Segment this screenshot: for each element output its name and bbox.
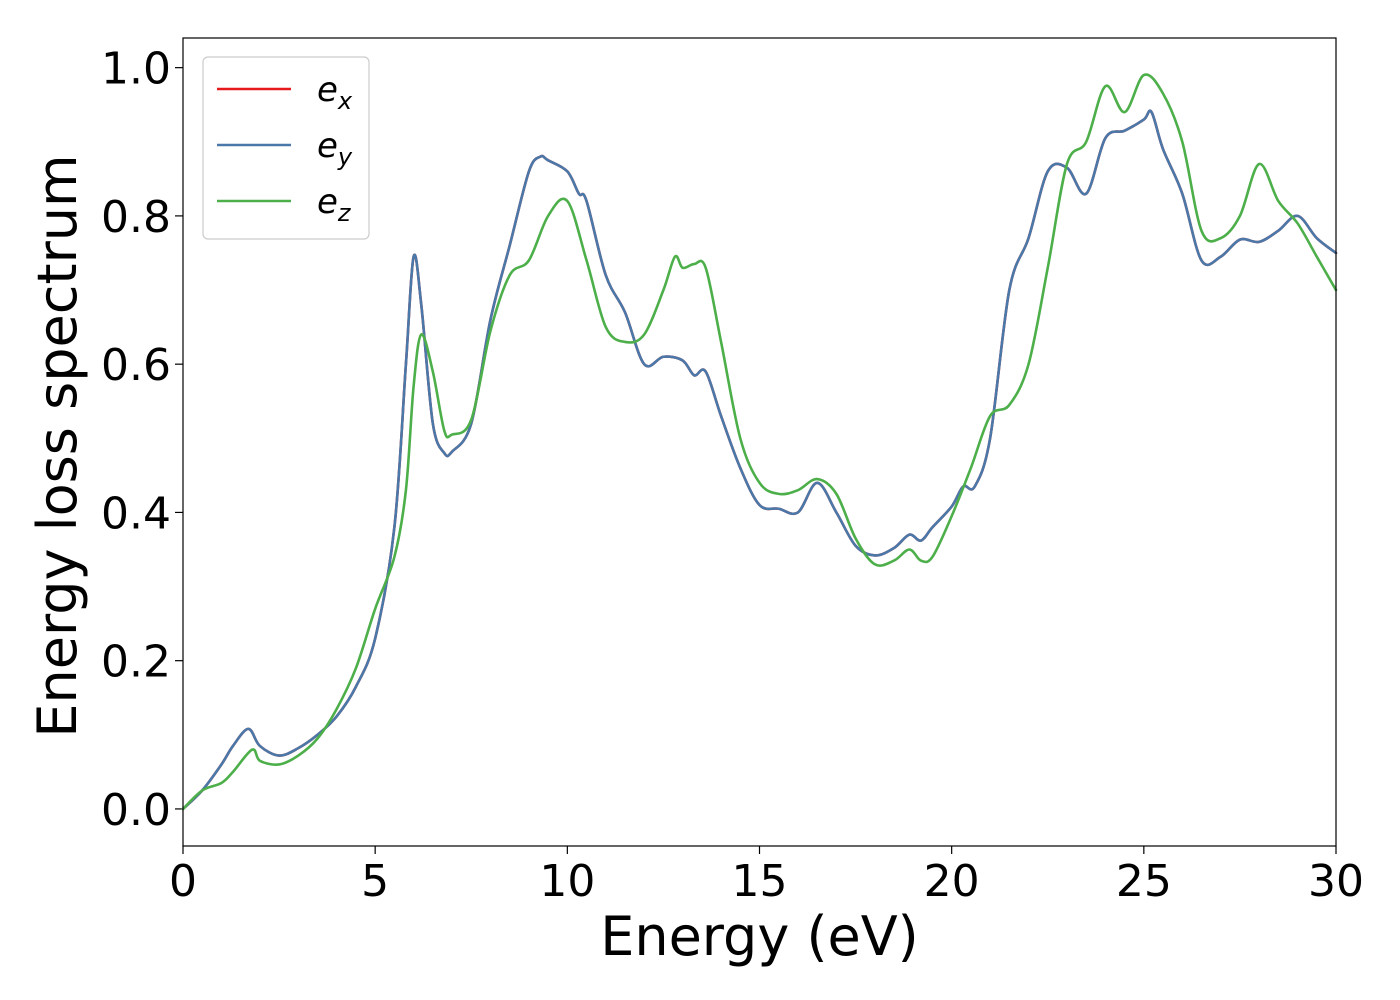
y-tick-label: 0.8 [101, 192, 171, 243]
x-tick-label: 30 [1308, 856, 1364, 907]
x-tick-label: 15 [732, 856, 788, 907]
legend-label-y: ey [317, 126, 353, 171]
series-line-e-z [181, 73, 1338, 811]
x-tick-label: 10 [539, 856, 595, 907]
x-tick-label: 0 [169, 856, 197, 907]
y-tick-label: 0.4 [101, 488, 171, 539]
x-axis-label: Energy (eV) [600, 905, 919, 968]
y-tick-label: 0.2 [101, 637, 171, 688]
legend-label-x: ex [317, 70, 353, 115]
y-tick-label: 0.0 [101, 785, 171, 836]
x-tick-label: 5 [361, 856, 389, 907]
legend-label-z: ez [317, 182, 352, 227]
series-line-e-y [181, 109, 1338, 811]
y-tick-label: 1.0 [101, 44, 171, 95]
x-tick-label: 25 [1116, 856, 1172, 907]
y-axis-label: Energy loss spectrum [26, 154, 89, 737]
x-tick-label: 20 [924, 856, 980, 907]
series-lines [181, 73, 1338, 811]
legend: ex ey ez [202, 56, 370, 240]
y-axis-ticks: 0.0 0.2 0.4 0.6 0.8 1.0 [101, 44, 183, 836]
plot-frame [182, 37, 1337, 847]
x-axis-ticks: 0 5 10 15 20 25 30 [169, 846, 1364, 907]
y-tick-label: 0.6 [101, 340, 171, 391]
legend-box [202, 56, 370, 240]
